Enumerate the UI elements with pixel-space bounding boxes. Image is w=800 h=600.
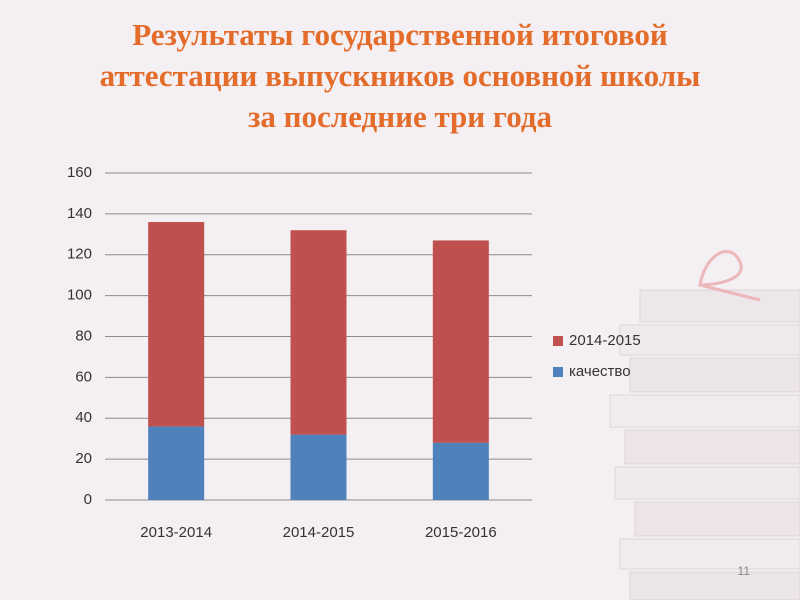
bar-segment [148,222,205,427]
x-tick-label: 2013-2014 [140,524,212,541]
y-tick-label: 100 [67,287,92,304]
title-line: аттестации выпускников основной школы [99,58,701,93]
slide-title: Результаты государственной итоговой аттес… [0,14,800,137]
x-tick-label: 2015-2016 [425,524,497,541]
y-tick-label: 80 [75,327,92,344]
y-tick-label: 40 [75,409,92,426]
legend-label: качество [569,363,631,380]
x-tick-label: 2014-2015 [283,524,355,541]
y-tick-label: 120 [67,246,92,263]
y-tick-label: 0 [84,491,92,508]
bar-segment [432,442,489,500]
page-number: 11 [738,564,751,578]
y-tick-label: 160 [67,164,92,181]
legend-swatch [553,367,563,377]
legend-swatch [553,336,563,346]
title-line: Результаты государственной итоговой [132,17,668,52]
books-decoration [609,250,800,600]
bar-segment [432,240,489,443]
y-tick-label: 20 [75,450,92,467]
bar-segment [290,434,347,500]
bar-segment [148,426,205,500]
bar-segment [290,230,347,435]
y-tick-label: 140 [67,205,92,222]
title-line: за последние три года [247,99,553,134]
legend-label: 2014-2015 [569,332,641,349]
y-tick-label: 60 [75,368,92,385]
